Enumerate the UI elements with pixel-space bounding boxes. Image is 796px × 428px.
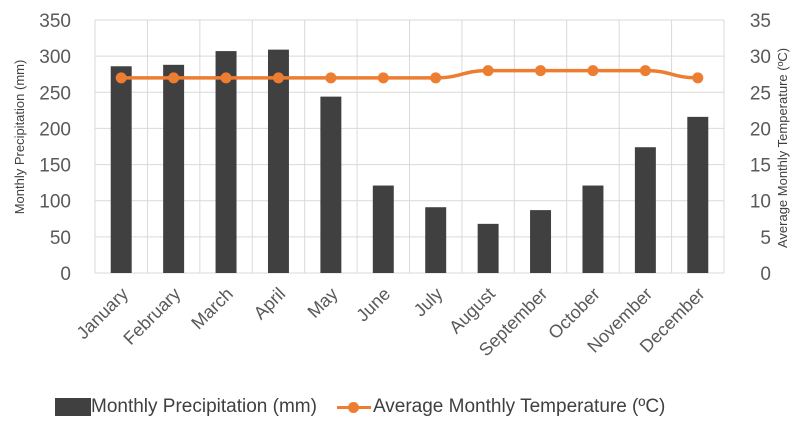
left-tick-label: 200	[39, 119, 71, 140]
legend-item-precipitation: Monthly Precipitation (mm)	[55, 396, 317, 418]
left-axis-ticks: 0 50 100 150 200 250 300 350	[39, 11, 71, 285]
left-tick-label: 100	[39, 192, 71, 213]
temperature-point	[272, 72, 284, 84]
category-label: February	[119, 284, 184, 349]
temperature-point	[482, 65, 494, 77]
left-tick-label: 250	[39, 83, 71, 104]
category-label: April	[250, 284, 290, 324]
temperature-point	[168, 72, 180, 84]
bar	[215, 51, 237, 273]
temperature-point	[535, 65, 547, 77]
left-tick-label: 0	[60, 264, 71, 285]
temperature-point	[430, 72, 442, 84]
left-tick-label: 350	[39, 11, 71, 32]
left-tick-label: 150	[39, 156, 71, 177]
legend-bar-swatch	[55, 398, 91, 416]
bar	[425, 207, 447, 273]
right-tick-label: 25	[750, 83, 771, 104]
right-tick-label: 30	[750, 47, 771, 68]
temperature-point	[639, 65, 651, 77]
gridlines	[94, 19, 725, 274]
temperature-point	[115, 72, 127, 84]
right-tick-label: 10	[750, 192, 771, 213]
bar	[477, 223, 499, 273]
precipitation-bars	[110, 49, 709, 274]
right-axis-title: Average Monthly Temperature (ºC)	[775, 48, 790, 248]
bar	[634, 147, 656, 273]
bar	[582, 185, 604, 273]
right-tick-label: 5	[760, 228, 771, 249]
bar	[687, 116, 709, 273]
left-tick-label: 300	[39, 47, 71, 68]
bar	[163, 64, 185, 274]
right-axis-ticks: 0 5 10 15 20 25 30 35	[750, 11, 771, 285]
temperature-point	[692, 72, 704, 84]
right-tick-label: 20	[750, 119, 771, 140]
bar	[110, 66, 132, 274]
legend-line-swatch	[336, 398, 371, 416]
bar	[372, 185, 394, 273]
temperature-point	[220, 72, 232, 84]
temperature-point	[587, 65, 599, 77]
legend-item-temperature: Average Monthly Temperature (ºC)	[336, 396, 666, 418]
left-tick-label: 50	[50, 228, 71, 249]
temperature-point	[377, 72, 389, 84]
bar	[267, 49, 289, 273]
bar	[530, 210, 552, 273]
bar	[320, 96, 342, 273]
category-label: July	[410, 284, 447, 321]
right-tick-label: 35	[750, 11, 771, 32]
temperature-point	[325, 72, 337, 84]
category-label: June	[352, 284, 394, 326]
category-label: May	[304, 284, 342, 322]
temperature-line	[115, 65, 704, 84]
legend-label-temperature: Average Monthly Temperature (ºC)	[372, 396, 666, 417]
category-label: March	[187, 284, 237, 334]
legend: Monthly Precipitation (mm) Average Month…	[55, 396, 685, 418]
left-axis-title: Monthly Precipitation (mm)	[12, 60, 27, 215]
legend-label-precipitation: Monthly Precipitation (mm)	[91, 396, 317, 417]
right-tick-label: 0	[760, 264, 771, 285]
temperature-line-path	[121, 68, 698, 80]
right-tick-label: 15	[750, 156, 771, 177]
